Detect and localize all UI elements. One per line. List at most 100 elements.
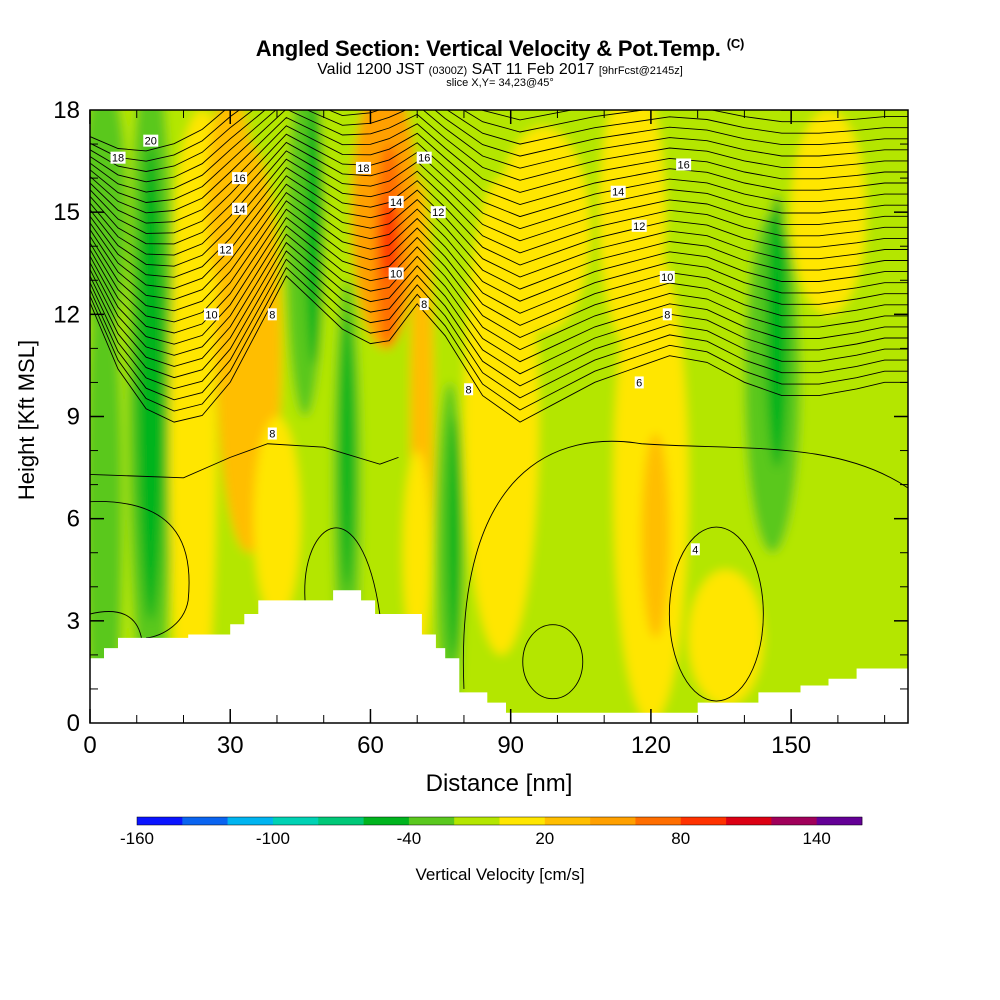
velocity-cell [641, 433, 670, 638]
contour-label-bg [631, 219, 647, 232]
colorbar-swatch [363, 817, 410, 825]
colorbar: -160 -100 -40 20 80 140 [120, 816, 863, 848]
colorbar-swatch [816, 817, 863, 825]
slice-label: slice X,Y= 34,23@45° [446, 77, 554, 89]
contour-label: 10 [390, 268, 402, 280]
colorbar-tick-label: 140 [803, 829, 831, 848]
colorbar-swatch [544, 817, 591, 825]
colorbar-tick-label: -100 [256, 829, 290, 848]
velocity-cell [496, 127, 591, 332]
contour-label-bg [232, 202, 248, 215]
x-tick-label: 90 [497, 732, 524, 759]
contour-label: 12 [633, 221, 645, 233]
contour-label-bg [355, 161, 371, 174]
y-axis-label: Height [Kft MSL] [14, 340, 39, 500]
contour-label-bg [662, 308, 672, 321]
valid-zulu: (0300Z) [428, 65, 468, 77]
terrain-mask [90, 590, 908, 723]
colorbar-swatch [227, 817, 274, 825]
contour-label-bg [267, 308, 277, 321]
contour-label: 8 [664, 309, 670, 321]
isentrope [90, 110, 908, 183]
y-tick-label: 18 [53, 97, 80, 124]
y-tick-label: 9 [67, 404, 80, 431]
colorbar-swatch [635, 817, 682, 825]
contour-label-bg [388, 267, 404, 280]
velocity-cell [599, 110, 665, 349]
isentrope [90, 233, 908, 367]
isentrope [90, 110, 908, 162]
isentrope [90, 158, 908, 267]
contour-label: 18 [357, 163, 369, 175]
x-tick-label: 60 [357, 732, 384, 759]
isentrope [90, 110, 908, 172]
contour-label: 10 [661, 272, 673, 284]
isentrope [90, 110, 908, 203]
contour-label: 16 [418, 153, 430, 165]
contour-label: 14 [233, 204, 245, 216]
isentrope [90, 110, 832, 152]
contour-label-bg [204, 308, 220, 321]
axes: 0 30 60 90 120 150 0 3 6 9 12 15 18 [53, 97, 908, 759]
valid-time-line: Valid 1200 JST (0300Z) SAT 11 Feb 2017 [… [0, 61, 1000, 79]
colorbar-swatch [499, 817, 546, 825]
contour-label: 12 [219, 245, 231, 257]
chart-title: Angled Section: Vertical Velocity & Pot.… [0, 36, 1000, 62]
isentrope [90, 216, 908, 345]
colorbar-swatch [726, 817, 772, 825]
x-tick-label: 0 [83, 732, 96, 759]
contour-label-bg [143, 134, 159, 147]
forecast-tag: [9hrFcst@2145z] [598, 65, 683, 77]
contour-label: 20 [145, 136, 157, 148]
isentrope [90, 141, 908, 245]
title-main: Angled Section: Vertical Velocity & Pot.… [255, 36, 721, 61]
colorbar-swatch [318, 817, 364, 825]
isentrope [90, 258, 908, 401]
contour-label-bg [232, 172, 248, 185]
contour-label-bg [430, 206, 446, 219]
isentrope [90, 275, 908, 423]
velocity-cell [447, 416, 463, 655]
isentrope [90, 150, 908, 256]
isentrope [90, 241, 908, 379]
x-axis-label: Distance [nm] [426, 770, 573, 797]
contour-label: 12 [432, 207, 444, 219]
contour-label: 14 [390, 197, 402, 209]
colorbar-tick-label: 20 [535, 829, 554, 848]
isentrope [90, 611, 142, 638]
isentrope [90, 133, 908, 234]
contour-label-bg [464, 383, 474, 396]
velocity-cell [382, 198, 397, 281]
isentrope [90, 116, 908, 214]
colorbar-label: Vertical Velocity [cm/s] [415, 865, 584, 884]
valid-date: SAT 11 Feb 2017 [471, 61, 595, 78]
velocity-cell [339, 314, 355, 587]
contour-label-bg [610, 185, 626, 198]
isentrope [90, 501, 190, 639]
y-tick-label: 0 [67, 710, 80, 737]
colorbar-swatch [771, 817, 817, 825]
contour-label: 8 [466, 384, 472, 396]
velocity-cell [90, 246, 123, 723]
isentrope [90, 191, 908, 312]
contour-label: 8 [269, 309, 275, 321]
colorbar-tick-label: 80 [671, 829, 690, 848]
velocity-cell [403, 450, 432, 655]
colorbar-frame [136, 816, 863, 826]
y-tick-label: 6 [67, 506, 80, 533]
colorbar-tick-label: -160 [120, 829, 154, 848]
y-tick-label: 3 [67, 608, 80, 635]
contour-label: 16 [233, 173, 245, 185]
contour-label: 8 [421, 299, 427, 311]
colorbar-swatch [182, 817, 228, 825]
velocity-cell [765, 195, 789, 468]
contour-label-bg [218, 243, 234, 256]
colorbar-swatch [590, 817, 636, 825]
contour-label-bg [676, 158, 692, 171]
isentrope [90, 266, 908, 412]
contour-labels: 20 18 16 14 12 10 8 8 18 16 14 12 10 8 8 14 16 12 10 8 6 4 [110, 134, 700, 556]
contour-label: 10 [205, 309, 217, 321]
colorbar-swatch [272, 817, 319, 825]
contour-label: 6 [636, 377, 642, 389]
